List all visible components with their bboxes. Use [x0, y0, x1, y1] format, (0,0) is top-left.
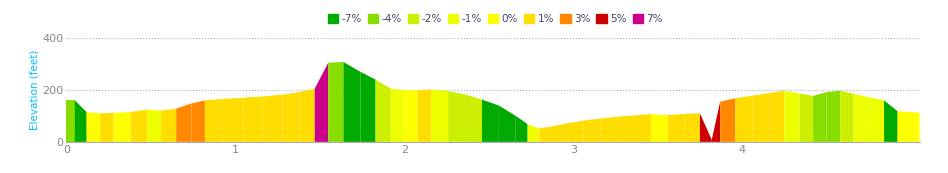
Polygon shape — [853, 94, 869, 142]
Polygon shape — [418, 89, 431, 142]
Polygon shape — [553, 123, 568, 142]
Polygon shape — [131, 110, 148, 142]
Polygon shape — [114, 112, 131, 142]
Polygon shape — [244, 97, 263, 142]
Polygon shape — [499, 106, 516, 142]
Polygon shape — [617, 115, 634, 142]
Polygon shape — [898, 111, 920, 142]
Polygon shape — [884, 100, 898, 142]
Polygon shape — [465, 94, 482, 142]
Polygon shape — [667, 114, 684, 142]
Polygon shape — [700, 113, 712, 142]
Polygon shape — [600, 117, 617, 142]
Y-axis label: Elevation (feet): Elevation (feet) — [29, 50, 40, 130]
Polygon shape — [75, 100, 86, 142]
Polygon shape — [375, 80, 391, 142]
Polygon shape — [482, 100, 499, 142]
Polygon shape — [568, 121, 583, 142]
Polygon shape — [360, 72, 375, 142]
Polygon shape — [431, 89, 448, 142]
Polygon shape — [176, 103, 191, 142]
Polygon shape — [528, 124, 539, 142]
Polygon shape — [328, 62, 343, 142]
Polygon shape — [391, 89, 404, 142]
Polygon shape — [100, 113, 114, 142]
Polygon shape — [720, 98, 736, 142]
Polygon shape — [161, 109, 176, 142]
Polygon shape — [583, 119, 600, 142]
Polygon shape — [634, 114, 651, 142]
Polygon shape — [263, 95, 283, 142]
Polygon shape — [827, 91, 840, 142]
Polygon shape — [684, 113, 700, 142]
Polygon shape — [86, 112, 100, 142]
Polygon shape — [712, 102, 720, 142]
Polygon shape — [343, 62, 360, 142]
Polygon shape — [300, 89, 315, 142]
Polygon shape — [784, 91, 799, 142]
Polygon shape — [840, 91, 853, 142]
Polygon shape — [813, 92, 827, 142]
Polygon shape — [315, 63, 328, 142]
Polygon shape — [799, 93, 813, 142]
Polygon shape — [539, 126, 553, 142]
Polygon shape — [404, 90, 418, 142]
Legend: -7%, -4%, -2%, -1%, 0%, 1%, 3%, 5%, 7%: -7%, -4%, -2%, -1%, 0%, 1%, 3%, 5%, 7% — [327, 14, 663, 24]
Polygon shape — [191, 100, 205, 142]
Polygon shape — [753, 93, 769, 142]
Polygon shape — [651, 114, 667, 142]
Polygon shape — [736, 96, 753, 142]
Polygon shape — [148, 110, 161, 142]
Polygon shape — [283, 92, 300, 142]
Polygon shape — [66, 100, 75, 142]
Polygon shape — [769, 91, 784, 142]
Polygon shape — [516, 116, 528, 142]
Polygon shape — [869, 97, 884, 142]
Polygon shape — [205, 99, 222, 142]
Polygon shape — [448, 91, 465, 142]
Polygon shape — [222, 98, 244, 142]
